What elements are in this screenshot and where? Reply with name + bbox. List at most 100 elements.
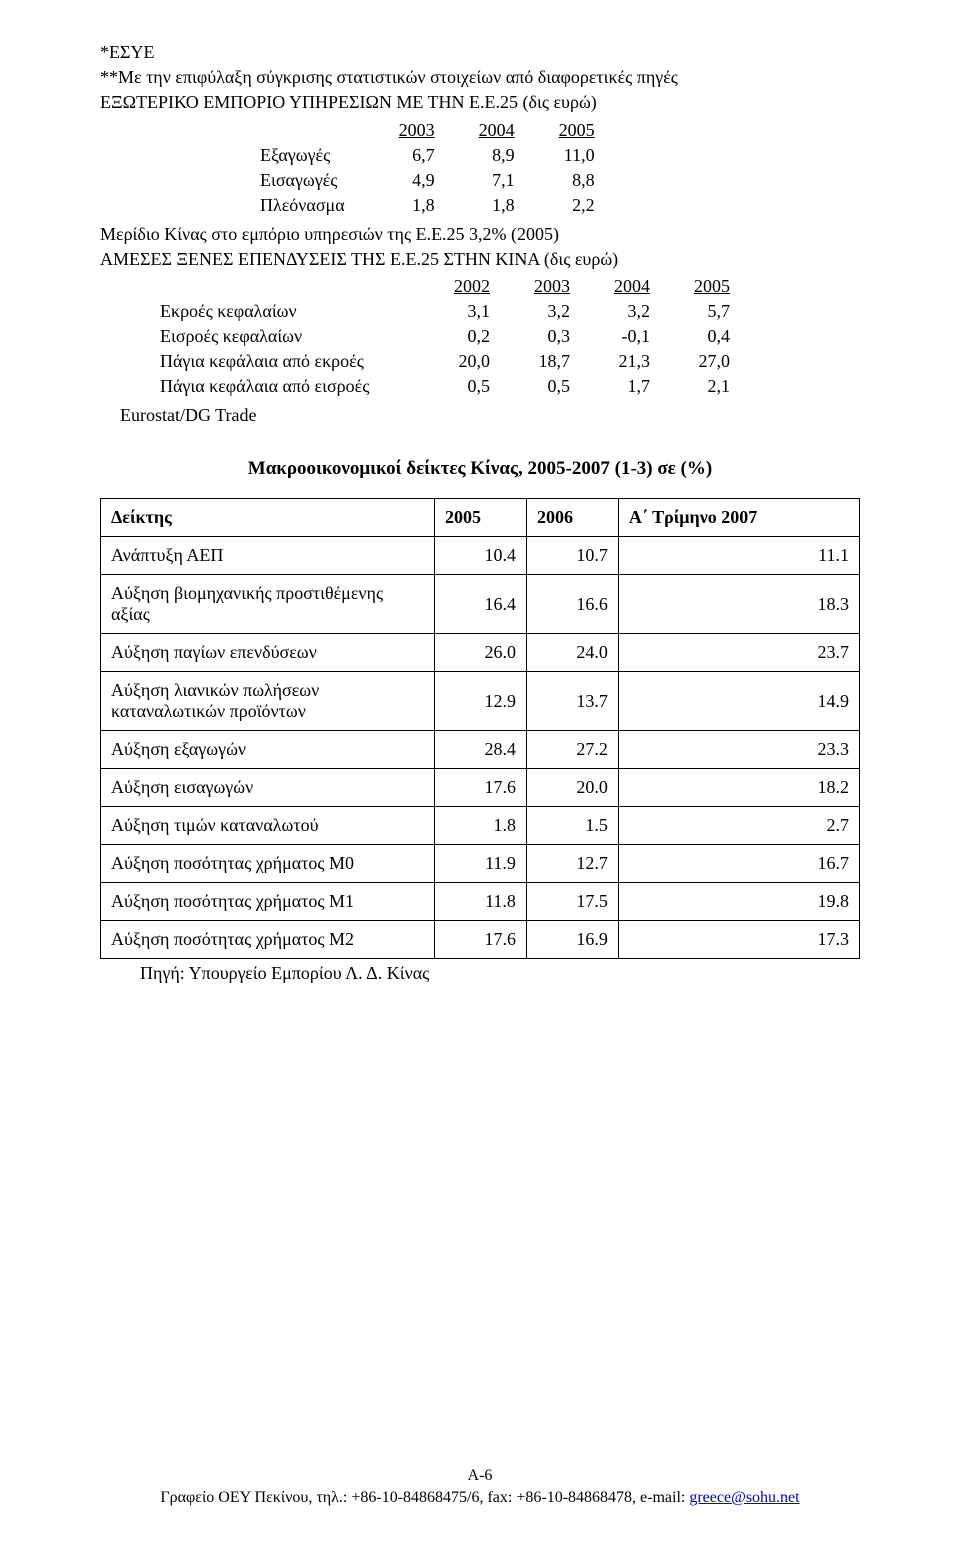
fdi-title: ΑΜΕΣΕΣ ΞΕΝΕΣ ΕΠΕΝΔΥΣΕΙΣ ΤΗΣ Ε.Ε.25 ΣΤΗΝ … bbox=[100, 247, 860, 272]
trade-cell: 8,9 bbox=[445, 143, 525, 168]
macro-cell: 17.3 bbox=[618, 921, 859, 959]
macro-row-label: Αύξηση ποσότητας χρήματος Μ2 bbox=[101, 921, 435, 959]
trade-row-label: Εισαγωγές bbox=[260, 168, 365, 193]
fdi-cell: 0,5 bbox=[420, 374, 500, 399]
fdi-cell: 3,2 bbox=[500, 299, 580, 324]
macro-cell: 17.5 bbox=[526, 883, 618, 921]
fdi-table: 2002 2003 2004 2005 Εκροές κεφαλαίων 3,1… bbox=[160, 274, 740, 399]
macro-cell: 14.9 bbox=[618, 672, 859, 731]
macro-cell: 16.9 bbox=[526, 921, 618, 959]
fdi-cell: 5,7 bbox=[660, 299, 740, 324]
trade-cell: 8,8 bbox=[525, 168, 605, 193]
macro-cell: 26.0 bbox=[434, 634, 526, 672]
trade-cell: 1,8 bbox=[365, 193, 445, 218]
fdi-cell: -0,1 bbox=[580, 324, 660, 349]
macro-row-label: Ανάπτυξη ΑΕΠ bbox=[101, 537, 435, 575]
macro-cell: 17.6 bbox=[434, 921, 526, 959]
trade-years-row: 2003 2004 2005 bbox=[260, 118, 605, 143]
trade-year-2: 2005 bbox=[525, 118, 605, 143]
fdi-cell: 0,2 bbox=[420, 324, 500, 349]
trade-cell: 7,1 bbox=[445, 168, 525, 193]
fdi-row-label: Πάγια κεφάλαια από εισροές bbox=[160, 374, 420, 399]
macro-row: Αύξηση ποσότητας χρήματος Μ2 17.6 16.9 1… bbox=[101, 921, 860, 959]
trade-title: ΕΞΩΤΕΡΙΚΟ ΕΜΠΟΡΙΟ ΥΠΗΡΕΣΙΩΝ ΜΕ ΤΗΝ Ε.Ε.2… bbox=[100, 90, 860, 115]
trade-row: Εισαγωγές 4,9 7,1 8,8 bbox=[260, 168, 605, 193]
macro-row-label: Αύξηση τιμών καταναλωτού bbox=[101, 807, 435, 845]
trade-year-0: 2003 bbox=[365, 118, 445, 143]
macro-source: Πηγή: Υπουργείο Εμπορίου Λ. Δ. Κίνας bbox=[140, 963, 860, 984]
macro-header-0: Δείκτης bbox=[101, 499, 435, 537]
footnote-sygkrisis: **Με την επιφύλαξη σύγκρισης στατιστικών… bbox=[100, 65, 860, 90]
trade-year-1: 2004 bbox=[445, 118, 525, 143]
fdi-row: Εισροές κεφαλαίων 0,2 0,3 -0,1 0,4 bbox=[160, 324, 740, 349]
macro-cell: 1.5 bbox=[526, 807, 618, 845]
macro-row: Αύξηση εξαγωγών 28.4 27.2 23.3 bbox=[101, 731, 860, 769]
trade-cell: 6,7 bbox=[365, 143, 445, 168]
macro-header-3: Α΄ Τρίμηνο 2007 bbox=[618, 499, 859, 537]
macro-cell: 12.7 bbox=[526, 845, 618, 883]
macro-cell: 19.8 bbox=[618, 883, 859, 921]
fdi-cell: 0,3 bbox=[500, 324, 580, 349]
macro-row: Αύξηση τιμών καταναλωτού 1.8 1.5 2.7 bbox=[101, 807, 860, 845]
fdi-cell: 27,0 bbox=[660, 349, 740, 374]
trade-row: Πλεόνασμα 1,8 1,8 2,2 bbox=[260, 193, 605, 218]
macro-row: Αύξηση ποσότητας χρήματος Μ1 11.8 17.5 1… bbox=[101, 883, 860, 921]
macro-row-label: Αύξηση ποσότητας χρήματος Μ0 bbox=[101, 845, 435, 883]
macro-cell: 27.2 bbox=[526, 731, 618, 769]
trade-cell: 4,9 bbox=[365, 168, 445, 193]
fdi-years-row: 2002 2003 2004 2005 bbox=[160, 274, 740, 299]
fdi-cell: 1,7 bbox=[580, 374, 660, 399]
macro-cell: 1.8 bbox=[434, 807, 526, 845]
macro-cell: 16.7 bbox=[618, 845, 859, 883]
fdi-cell: 0,5 bbox=[500, 374, 580, 399]
trade-cell: 1,8 bbox=[445, 193, 525, 218]
page-footer: A-6 Γραφείο ΟΕΥ Πεκίνου, τηλ.: +86-10-84… bbox=[0, 1467, 960, 1507]
fdi-row: Εκροές κεφαλαίων 3,1 3,2 3,2 5,7 bbox=[160, 299, 740, 324]
trade-table: 2003 2004 2005 Εξαγωγές 6,7 8,9 11,0 Εισ… bbox=[260, 118, 605, 218]
macro-cell: 11.9 bbox=[434, 845, 526, 883]
page-number: A-6 bbox=[0, 1467, 960, 1485]
trade-row-label: Εξαγωγές bbox=[260, 143, 365, 168]
macro-row: Αύξηση λιανικών πωλήσεων καταναλωτικών π… bbox=[101, 672, 860, 731]
fdi-cell: 21,3 bbox=[580, 349, 660, 374]
macro-row-label: Αύξηση βιομηχανικής προστιθέμενης αξίας bbox=[101, 575, 435, 634]
macro-header-row: Δείκτης 2005 2006 Α΄ Τρίμηνο 2007 bbox=[101, 499, 860, 537]
macro-cell: 12.9 bbox=[434, 672, 526, 731]
fdi-cell: 0,4 bbox=[660, 324, 740, 349]
macro-row: Αύξηση βιομηχανικής προστιθέμενης αξίας … bbox=[101, 575, 860, 634]
fdi-cell: 2,1 bbox=[660, 374, 740, 399]
macro-row-label: Αύξηση παγίων επενδύσεων bbox=[101, 634, 435, 672]
fdi-year-2: 2004 bbox=[580, 274, 660, 299]
fdi-year-3: 2005 bbox=[660, 274, 740, 299]
fdi-year-0: 2002 bbox=[420, 274, 500, 299]
macro-row: Αύξηση εισαγωγών 17.6 20.0 18.2 bbox=[101, 769, 860, 807]
macro-cell: 13.7 bbox=[526, 672, 618, 731]
trade-share: Μερίδιο Κίνας στο εμπόριο υπηρεσιών της … bbox=[100, 222, 860, 247]
fdi-cell: 3,2 bbox=[580, 299, 660, 324]
macro-cell: 28.4 bbox=[434, 731, 526, 769]
macro-row-label: Αύξηση εισαγωγών bbox=[101, 769, 435, 807]
footer-office-text: Γραφείο ΟΕΥ Πεκίνου, τηλ.: +86-10-848684… bbox=[160, 1489, 689, 1506]
macro-cell: 18.2 bbox=[618, 769, 859, 807]
fdi-row: Πάγια κεφάλαια από εκροές 20,0 18,7 21,3… bbox=[160, 349, 740, 374]
trade-row: Εξαγωγές 6,7 8,9 11,0 bbox=[260, 143, 605, 168]
macro-row: Αύξηση ποσότητας χρήματος Μ0 11.9 12.7 1… bbox=[101, 845, 860, 883]
trade-cell: 2,2 bbox=[525, 193, 605, 218]
fdi-cell: 20,0 bbox=[420, 349, 500, 374]
footer-contact: Γραφείο ΟΕΥ Πεκίνου, τηλ.: +86-10-848684… bbox=[0, 1489, 960, 1507]
footer-email-link[interactable]: greece@sohu.net bbox=[689, 1489, 799, 1506]
macro-cell: 2.7 bbox=[618, 807, 859, 845]
macro-row: Αύξηση παγίων επενδύσεων 26.0 24.0 23.7 bbox=[101, 634, 860, 672]
trade-row-label: Πλεόνασμα bbox=[260, 193, 365, 218]
macro-cell: 23.3 bbox=[618, 731, 859, 769]
fdi-row-label: Εισροές κεφαλαίων bbox=[160, 324, 420, 349]
macro-header-1: 2005 bbox=[434, 499, 526, 537]
macro-row-label: Αύξηση ποσότητας χρήματος Μ1 bbox=[101, 883, 435, 921]
macro-row-label: Αύξηση εξαγωγών bbox=[101, 731, 435, 769]
macro-cell: 23.7 bbox=[618, 634, 859, 672]
fdi-cell: 3,1 bbox=[420, 299, 500, 324]
fdi-row: Πάγια κεφάλαια από εισροές 0,5 0,5 1,7 2… bbox=[160, 374, 740, 399]
fdi-row-label: Πάγια κεφάλαια από εκροές bbox=[160, 349, 420, 374]
macro-cell: 16.4 bbox=[434, 575, 526, 634]
macro-table: Δείκτης 2005 2006 Α΄ Τρίμηνο 2007 Ανάπτυ… bbox=[100, 498, 860, 959]
